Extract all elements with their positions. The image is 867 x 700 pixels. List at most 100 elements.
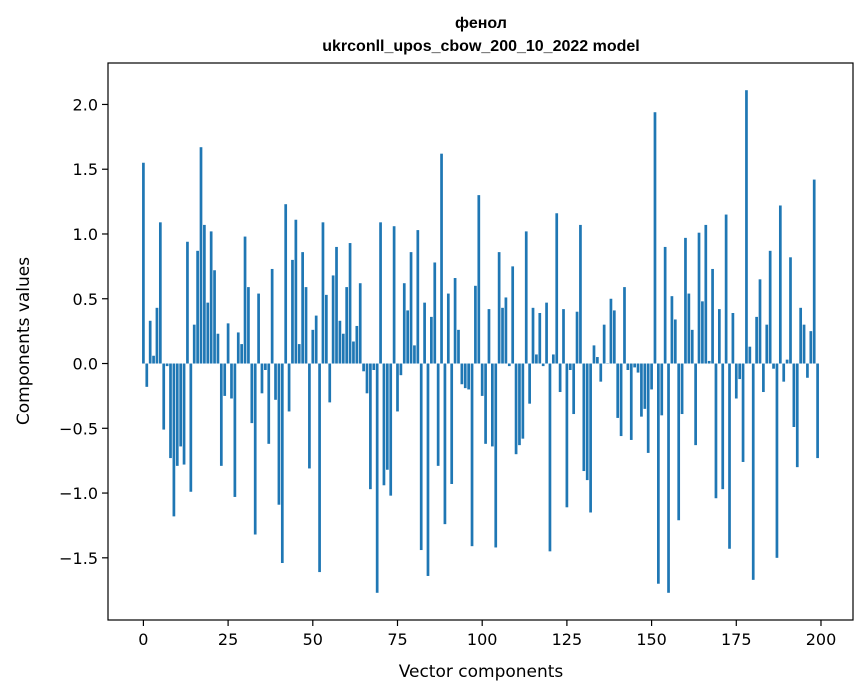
bar-93 (457, 330, 460, 364)
bar-31 (247, 287, 250, 363)
bar-69 (376, 364, 379, 593)
bar-151 (654, 112, 657, 363)
bar-73 (389, 364, 392, 496)
bar-6 (162, 364, 165, 430)
bar-24 (223, 364, 226, 396)
bar-110 (515, 364, 518, 455)
bar-63 (355, 326, 358, 364)
bar-59 (342, 334, 345, 364)
bar-149 (647, 364, 650, 453)
bar-34 (257, 294, 260, 364)
bar-39 (274, 364, 277, 400)
bar-119 (545, 303, 548, 364)
bar-54 (325, 295, 328, 364)
bar-67 (369, 364, 372, 490)
bar-168 (711, 269, 714, 364)
bar-138 (610, 299, 613, 364)
bar-129 (579, 225, 582, 364)
bar-197 (809, 331, 812, 363)
bar-25 (227, 323, 230, 363)
bar-82 (420, 364, 423, 551)
bar-145 (633, 364, 636, 368)
bar-62 (352, 342, 355, 364)
bar-113 (525, 231, 528, 363)
bar-124 (562, 309, 565, 363)
bar-51 (315, 316, 318, 364)
bar-134 (596, 357, 599, 363)
bar-126 (569, 364, 572, 370)
bar-155 (667, 364, 670, 593)
bar-100 (481, 364, 484, 396)
y-tick-label: 0.0 (73, 355, 98, 374)
bar-85 (430, 317, 433, 364)
bar-109 (511, 266, 514, 363)
bar-131 (586, 364, 589, 481)
bar-66 (366, 364, 369, 394)
x-tick-label: 150 (636, 630, 667, 649)
bar-181 (755, 317, 758, 364)
bar-91 (450, 364, 453, 484)
bar-152 (657, 364, 660, 584)
bar-79 (410, 252, 413, 363)
bar-45 (295, 220, 298, 364)
bar-28 (237, 332, 240, 363)
bar-191 (789, 257, 792, 363)
bar-40 (278, 364, 281, 505)
x-tick-label: 75 (387, 630, 407, 649)
bar-180 (752, 364, 755, 580)
bar-182 (759, 279, 762, 363)
bar-33 (254, 364, 257, 535)
bar-189 (782, 364, 785, 382)
bar-142 (623, 287, 626, 363)
bar-174 (732, 313, 735, 364)
bar-185 (769, 251, 772, 364)
bar-5 (159, 222, 162, 363)
bar-141 (620, 364, 623, 437)
bar-166 (704, 225, 707, 364)
bar-36 (264, 364, 267, 370)
bar-118 (542, 364, 545, 367)
bar-199 (816, 364, 819, 459)
bar-35 (261, 364, 264, 394)
bar-97 (471, 364, 474, 547)
bar-32 (250, 364, 253, 424)
bar-170 (718, 309, 721, 363)
bar-68 (372, 364, 375, 370)
bar-114 (528, 364, 531, 404)
bar-22 (217, 334, 220, 364)
bar-183 (762, 364, 765, 392)
bar-176 (738, 364, 741, 380)
bar-77 (403, 283, 406, 363)
bar-9 (173, 364, 176, 517)
bar-105 (498, 252, 501, 363)
bar-4 (156, 308, 159, 364)
bar-50 (311, 330, 314, 364)
bar-153 (660, 364, 663, 416)
bar-148 (643, 364, 646, 409)
bar-57 (335, 247, 338, 364)
bar-14 (189, 364, 192, 492)
y-tick-label: 1.0 (73, 225, 98, 244)
bar-89 (444, 364, 447, 525)
bar-98 (474, 286, 477, 364)
bar-37 (267, 364, 270, 444)
x-tick-label: 50 (303, 630, 323, 649)
bar-30 (244, 237, 247, 364)
bar-70 (379, 222, 382, 363)
y-tick-label: −1.5 (59, 549, 98, 568)
bar-90 (447, 294, 450, 364)
bar-107 (505, 297, 508, 363)
bar-19 (206, 303, 209, 364)
bar-49 (308, 364, 311, 469)
bar-171 (721, 364, 724, 490)
x-axis-label: Vector components (399, 662, 564, 682)
bar-15 (193, 325, 196, 364)
bar-156 (671, 296, 674, 363)
bar-0 (142, 163, 145, 364)
bar-88 (440, 154, 443, 364)
bar-8 (169, 364, 172, 459)
y-tick-label: −0.5 (59, 419, 98, 438)
bar-177 (742, 364, 745, 462)
bar-147 (640, 364, 643, 417)
bar-18 (203, 225, 206, 364)
